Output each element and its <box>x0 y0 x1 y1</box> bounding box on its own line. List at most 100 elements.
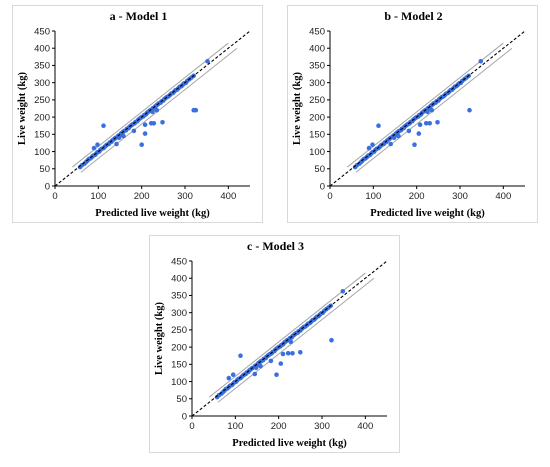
data-point <box>416 131 422 136</box>
data-point <box>253 365 259 371</box>
y-tick-label: 150 <box>171 360 187 371</box>
y-tick-label: 150 <box>34 130 50 141</box>
chart-title: c - Model 3 <box>247 239 304 253</box>
data-point <box>131 128 137 134</box>
data-point <box>370 142 375 147</box>
x-tick-label: 100 <box>365 191 381 202</box>
identity-line <box>191 260 388 417</box>
data-point <box>366 145 372 151</box>
data-point <box>429 107 435 113</box>
data-point <box>101 123 106 128</box>
x-tick-label: 300 <box>177 191 193 202</box>
x-axis-label: Predicted live weight (kg) <box>370 208 485 219</box>
y-tick-label: 250 <box>34 95 50 106</box>
data-point <box>268 358 274 364</box>
data-point <box>290 351 295 356</box>
data-point <box>417 122 423 127</box>
data-point <box>376 123 381 128</box>
data-point <box>298 350 303 355</box>
x-tick-label: 100 <box>90 191 106 202</box>
y-tick-label: 100 <box>171 377 187 388</box>
data-point <box>467 107 472 113</box>
y-tick-label: 0 <box>45 181 50 192</box>
y-tick-label: 350 <box>309 61 325 72</box>
chart-title: a - Model 1 <box>110 9 168 23</box>
y-tick-label: 150 <box>309 130 325 141</box>
data-point <box>193 107 199 113</box>
data-point <box>478 59 484 64</box>
data-point <box>230 372 236 377</box>
data-point <box>139 142 144 147</box>
data-point <box>423 121 429 126</box>
x-tick-label: 400 <box>220 191 236 202</box>
y-tick-label: 400 <box>34 44 50 55</box>
y-tick-label: 250 <box>171 325 187 336</box>
data-point <box>278 361 284 366</box>
data-point <box>258 363 263 369</box>
data-point <box>116 135 122 141</box>
data-point <box>154 107 160 113</box>
data-point <box>160 120 165 125</box>
y-tick-label: 250 <box>309 95 325 106</box>
x-tick-label: 200 <box>409 191 425 202</box>
data-point <box>91 145 97 151</box>
y-tick-label: 0 <box>182 411 187 422</box>
y-axis-label: Live weight (kg) <box>292 72 303 145</box>
y-tick-label: 200 <box>309 112 325 123</box>
x-tick-label: 100 <box>227 421 243 432</box>
y-tick-label: 450 <box>171 256 187 267</box>
y-tick-label: 0 <box>320 181 325 192</box>
y-tick-label: 300 <box>171 308 187 319</box>
x-tick-label: 0 <box>189 421 194 432</box>
data-point <box>95 142 100 147</box>
y-tick-label: 50 <box>39 164 50 175</box>
y-tick-label: 400 <box>309 44 325 55</box>
chart-panel-a: a - Model 1 0 50 100 150 200 250 300 350 400 450 0 1… <box>12 5 263 223</box>
x-tick-label: 0 <box>327 191 332 202</box>
data-point <box>427 121 432 126</box>
identity-line <box>329 30 526 187</box>
y-tick-label: 450 <box>34 26 50 37</box>
x-tick-label: 400 <box>357 421 373 432</box>
y-tick-label: 450 <box>309 26 325 37</box>
chart-panel-c: c - Model 3 0 50 100 150 200 250 300 350 400 450 0 1… <box>149 235 400 453</box>
data-point <box>274 372 279 377</box>
data-point <box>388 141 393 147</box>
data-point <box>114 141 119 147</box>
y-tick-label: 100 <box>34 147 50 158</box>
y-tick-label: 300 <box>309 78 325 89</box>
chart-title: b - Model 2 <box>384 9 442 23</box>
y-tick-label: 350 <box>34 61 50 72</box>
data-point <box>205 59 210 64</box>
data-point <box>226 375 232 381</box>
chart-c-svg: c - Model 3 0 50 100 150 200 250 300 350 400 450 0 1… <box>154 239 388 449</box>
data-point <box>252 371 258 377</box>
identity-line <box>54 30 251 187</box>
data-point <box>151 121 157 126</box>
y-tick-label: 100 <box>309 147 325 158</box>
y-tick-label: 50 <box>314 164 325 175</box>
prediction-band-line <box>209 272 366 398</box>
x-axis-label: Predicted live weight (kg) <box>95 208 210 219</box>
data-point <box>238 353 243 358</box>
data-point <box>288 339 294 345</box>
data-point <box>340 289 346 294</box>
data-point <box>285 351 291 356</box>
x-axis-label: Predicted live weight (kg) <box>232 438 347 449</box>
data-point <box>142 122 148 127</box>
data-point <box>391 135 397 141</box>
data-point <box>280 351 286 357</box>
x-tick-label: 0 <box>52 191 57 202</box>
data-point <box>406 128 412 134</box>
y-tick-label: 350 <box>171 291 187 302</box>
data-point <box>425 109 430 115</box>
x-tick-label: 400 <box>495 191 511 202</box>
data-point <box>396 133 401 139</box>
data-point <box>412 142 417 147</box>
y-axis-label: Live weight (kg) <box>154 302 165 375</box>
y-tick-label: 300 <box>34 78 50 89</box>
chart-b-svg: b - Model 2 0 50 100 150 200 250 300 350 400 450 0 1… <box>292 9 526 219</box>
y-tick-label: 200 <box>171 342 187 353</box>
y-tick-label: 400 <box>171 274 187 285</box>
data-point <box>150 109 155 115</box>
